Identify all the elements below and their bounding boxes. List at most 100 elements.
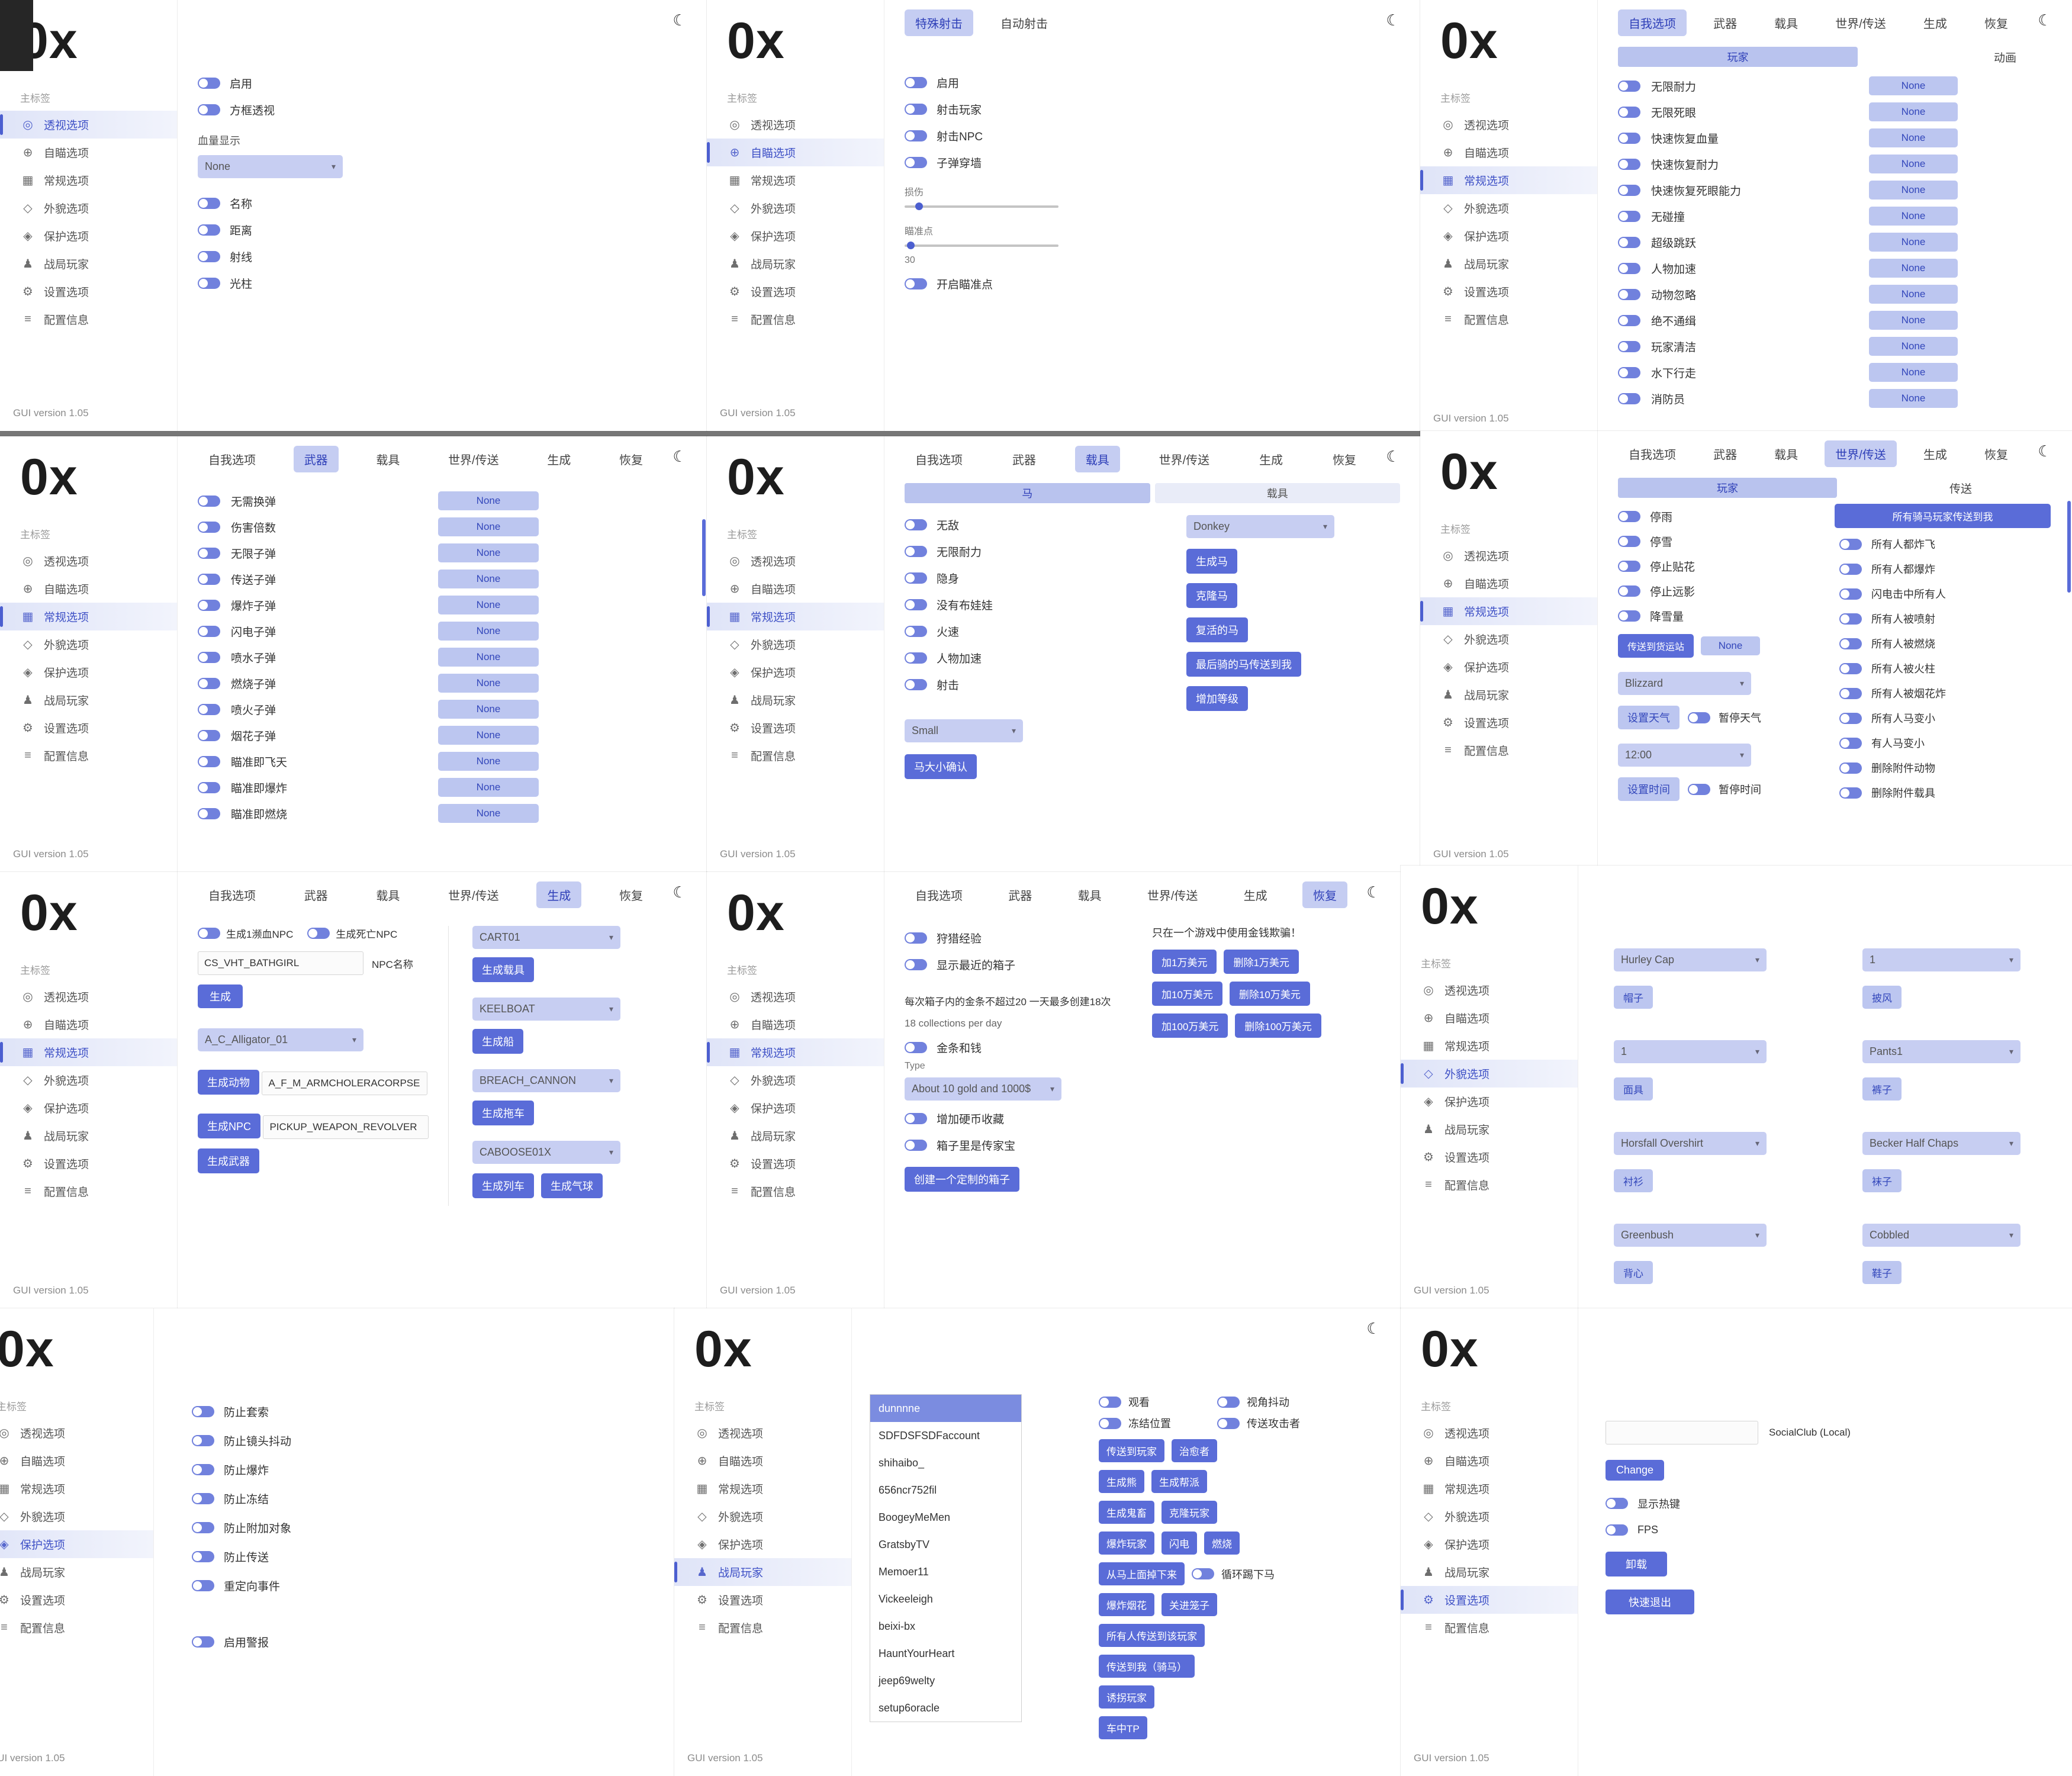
- teleport-all-riders-button[interactable]: 所有骑马玩家传送到我: [1835, 504, 2051, 528]
- main-tab[interactable]: 武器: [1012, 454, 1036, 467]
- main-tab[interactable]: 世界/传送: [448, 454, 499, 467]
- outfit-item-select[interactable]: Hurley Cap ▾: [1614, 948, 1767, 971]
- money-button[interactable]: 加1万美元: [1152, 950, 1217, 974]
- toggle-switch[interactable]: [192, 1435, 214, 1446]
- toggle-switch[interactable]: [1618, 340, 1640, 352]
- main-tab[interactable]: 载具: [376, 454, 400, 467]
- player-list-item[interactable]: HauntYourHeart: [879, 1647, 955, 1659]
- player-list-item[interactable]: dunnnne: [870, 1395, 1021, 1422]
- spawn-weapon-button[interactable]: 生成武器: [198, 1148, 259, 1173]
- none-select-button[interactable]: None: [1869, 311, 1958, 330]
- horse-action-button[interactable]: 增加等级: [1186, 686, 1248, 711]
- main-tab[interactable]: 载具: [1077, 890, 1102, 903]
- sidebar-item[interactable]: ◈ 保护选项: [0, 1094, 177, 1122]
- sidebar-item[interactable]: ⊕ 自瞄选项: [1420, 139, 1597, 166]
- toggle-switch[interactable]: [905, 104, 927, 115]
- toggle-switch[interactable]: [198, 547, 220, 559]
- toggle-switch[interactable]: [905, 77, 927, 88]
- sidebar-item[interactable]: ◈ 保护选项: [1420, 653, 1597, 681]
- sidebar-item[interactable]: ◎ 透视选项: [674, 1419, 851, 1447]
- theme-moon-icon[interactable]: ☾: [673, 447, 687, 465]
- toggle-switch[interactable]: [905, 546, 927, 557]
- none-select-button[interactable]: None: [438, 517, 539, 536]
- sidebar-item[interactable]: ◎ 透视选项: [1420, 542, 1597, 570]
- theme-moon-icon[interactable]: ☾: [1366, 883, 1381, 901]
- toggle-switch[interactable]: [198, 651, 220, 663]
- main-tab[interactable]: 载具: [1774, 18, 1798, 31]
- sidebar-item[interactable]: ⚙ 设置选项: [1420, 709, 1597, 736]
- toggle-switch[interactable]: [1618, 510, 1640, 522]
- train-model-select[interactable]: CABOOSE01X ▾: [472, 1141, 620, 1164]
- toggle-switch[interactable]: [198, 224, 220, 236]
- theme-moon-icon[interactable]: ☾: [1366, 1319, 1381, 1337]
- main-tab[interactable]: 载具: [1074, 446, 1120, 472]
- outfit-slot-button[interactable]: 背心: [1614, 1261, 1653, 1284]
- sidebar-item[interactable]: ♟ 战局玩家: [0, 1122, 177, 1150]
- none-select-button[interactable]: None: [438, 674, 539, 693]
- sidebar-item[interactable]: ▦ 常规选项: [0, 166, 177, 194]
- sidebar-item[interactable]: ⊕ 自瞄选项: [1401, 1004, 1578, 1032]
- spawn-npc-button[interactable]: 生成NPC: [198, 1114, 261, 1138]
- none-select-button[interactable]: None: [1869, 207, 1958, 226]
- toggle-switch[interactable]: [1839, 787, 1862, 799]
- sidebar-item[interactable]: ⚙ 设置选项: [0, 714, 177, 742]
- spawn-animal-button[interactable]: 生成动物: [198, 1070, 259, 1095]
- session-action-button[interactable]: 生成熊: [1099, 1470, 1144, 1493]
- sidebar-item[interactable]: ◈ 保护选项: [707, 658, 884, 686]
- sidebar-item[interactable]: ⚙ 设置选项: [0, 1586, 153, 1614]
- pause-weather-toggle[interactable]: [1688, 712, 1710, 723]
- toggle-switch[interactable]: [1839, 737, 1862, 749]
- sidebar-item[interactable]: ♟ 战局玩家: [1420, 250, 1597, 278]
- none-select-button[interactable]: None: [1869, 259, 1958, 278]
- session-action-button[interactable]: 治愈者: [1172, 1439, 1217, 1462]
- socialclub-name-input[interactable]: [1606, 1421, 1758, 1444]
- sidebar-item[interactable]: ⚙ 设置选项: [1420, 278, 1597, 305]
- sidebar-item[interactable]: ◎ 透视选项: [707, 983, 884, 1011]
- sidebar-item[interactable]: ▦ 常规选项: [0, 1038, 177, 1066]
- toggle-switch[interactable]: [198, 729, 220, 741]
- main-tab[interactable]: 世界/传送: [1835, 18, 1886, 31]
- loop-kick-toggle[interactable]: [1192, 1568, 1214, 1579]
- set-weather-button[interactable]: 设置天气: [1618, 706, 1680, 729]
- toggle-switch[interactable]: [1618, 535, 1640, 547]
- main-tab[interactable]: 自我选项: [208, 454, 256, 467]
- set-time-button[interactable]: 设置时间: [1618, 777, 1680, 801]
- main-tab[interactable]: 载具: [1774, 449, 1798, 462]
- horse-action-button[interactable]: 复活的马: [1186, 617, 1248, 642]
- main-tab[interactable]: 恢复: [619, 454, 643, 467]
- toggle-switch[interactable]: [198, 677, 220, 689]
- toggle-switch[interactable]: [1618, 366, 1640, 378]
- player-list-item[interactable]: Memoer11: [879, 1565, 929, 1578]
- sidebar-item[interactable]: ▦ 常规选项: [674, 1475, 851, 1502]
- create-chest-button[interactable]: 创建一个定制的箱子: [905, 1167, 1019, 1192]
- toggle-switch[interactable]: [1839, 662, 1862, 674]
- session-action-button[interactable]: 传送到玩家: [1099, 1439, 1164, 1462]
- sidebar-item[interactable]: ◎ 透视选项: [0, 983, 177, 1011]
- toggle-switch[interactable]: [1839, 613, 1862, 625]
- toggle-switch[interactable]: [1839, 712, 1862, 724]
- sidebar-item[interactable]: ◇ 外貌选项: [707, 1066, 884, 1094]
- toggle-switch[interactable]: [1618, 184, 1640, 196]
- outfit-slot-button[interactable]: 鞋子: [1862, 1261, 1902, 1284]
- npc-model-input[interactable]: [262, 1072, 428, 1095]
- sidebar-item[interactable]: ◈ 保护选项: [0, 658, 177, 686]
- slider-handle[interactable]: [907, 242, 915, 249]
- outfit-item-select[interactable]: 1 ▾: [1862, 948, 2020, 971]
- show-hotkey-toggle[interactable]: [1606, 1498, 1628, 1509]
- money-button[interactable]: 删除100万美元: [1235, 1014, 1321, 1038]
- sidebar-item[interactable]: ◎ 透视选项: [0, 1419, 153, 1447]
- toggle-switch[interactable]: [192, 1464, 214, 1475]
- outfit-slot-button[interactable]: 衬衫: [1614, 1169, 1653, 1192]
- drop-from-horse-button[interactable]: 从马上面掉下来: [1099, 1562, 1185, 1585]
- theme-moon-icon[interactable]: ☾: [2038, 11, 2052, 29]
- box-esp-toggle[interactable]: [198, 104, 220, 115]
- toggle-switch[interactable]: [1618, 585, 1640, 597]
- toggle-switch[interactable]: [198, 198, 220, 209]
- sidebar-item[interactable]: ◈ 保护选项: [0, 222, 177, 250]
- sidebar-item[interactable]: ♟ 战局玩家: [1401, 1115, 1578, 1143]
- sub-tab-teleport[interactable]: 传送: [1949, 482, 1973, 496]
- sub-tab-horse[interactable]: 马: [905, 483, 1150, 503]
- outfit-item-select[interactable]: Pants1 ▾: [1862, 1040, 2020, 1063]
- toggle-switch[interactable]: [1618, 610, 1640, 622]
- toggle-switch[interactable]: [198, 599, 220, 611]
